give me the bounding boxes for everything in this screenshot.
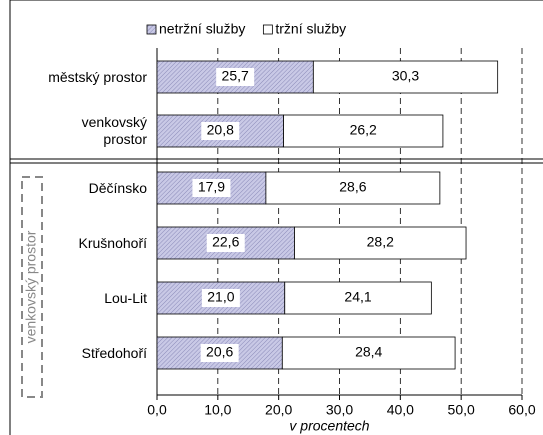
data-label: 28,2	[367, 234, 394, 250]
y-tick-label: městský prostor	[48, 68, 147, 85]
data-label-bg	[206, 234, 245, 252]
data-label-bg	[349, 344, 388, 362]
x-axis-label: v procentech	[289, 418, 369, 434]
data-label: 30,3	[392, 68, 419, 84]
frame	[9, 0, 543, 435]
group-label: venkovský prostor	[23, 230, 39, 343]
data-label: 21,0	[207, 289, 234, 305]
data-label: 28,4	[355, 344, 382, 360]
y-tick-label: Lou-Lit	[104, 289, 147, 306]
y-tick-label: venkovský prostor	[81, 114, 147, 147]
data-label-bg	[201, 122, 240, 140]
y-tick-label: Krušnohoří	[78, 234, 147, 251]
x-tick-label: 50,0	[448, 402, 475, 418]
data-label: 28,6	[339, 179, 366, 195]
data-label-bg	[386, 68, 425, 86]
x-tick-label: 20,0	[265, 402, 292, 418]
data-label-bg	[344, 122, 383, 140]
data-label: 20,8	[207, 122, 234, 138]
x-tick-label: 60,0	[508, 402, 535, 418]
legend-label: tržní služby	[275, 21, 346, 37]
x-tick-label: 0,0	[147, 402, 167, 418]
data-label-bg	[200, 344, 239, 362]
legend-label: netržní služby	[159, 21, 245, 37]
x-tick-label: 40,0	[387, 402, 414, 418]
data-label-bg	[333, 179, 372, 197]
data-label: 20,6	[206, 344, 233, 360]
data-label: 25,7	[222, 68, 249, 84]
legend-swatch	[262, 24, 273, 35]
y-tick-label: Středohoří	[81, 344, 147, 361]
data-label: 24,1	[344, 289, 371, 305]
y-tick-label: Děčínsko	[88, 179, 147, 196]
data-label: 26,2	[350, 122, 377, 138]
legend-swatch	[146, 24, 157, 35]
group-box	[21, 176, 43, 398]
data-label-bg	[216, 68, 255, 86]
x-tick-label: 10,0	[204, 402, 231, 418]
x-tick-label: 30,0	[326, 402, 353, 418]
legend	[142, 18, 425, 44]
data-label-bg	[361, 234, 400, 252]
data-label: 22,6	[212, 234, 239, 250]
data-label-bg	[201, 289, 240, 307]
data-label-bg	[339, 289, 378, 307]
data-label-bg	[192, 179, 231, 197]
data-label: 17,9	[198, 179, 225, 195]
